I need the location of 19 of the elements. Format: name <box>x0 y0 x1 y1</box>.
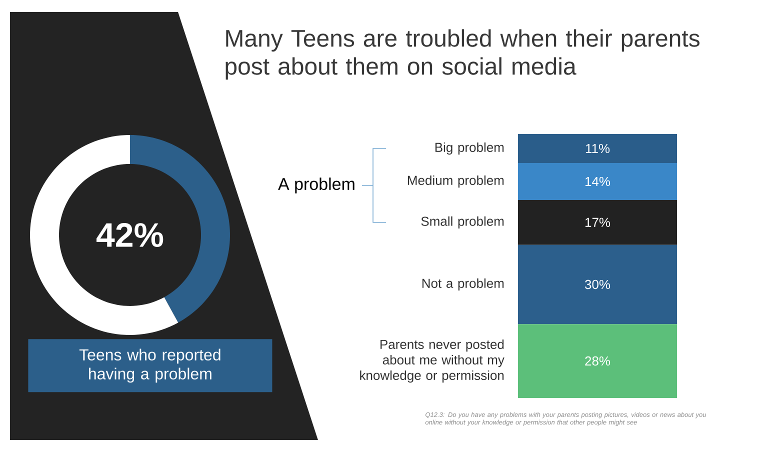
data-label: 28% <box>585 356 610 366</box>
series-label: Big problem <box>435 142 504 155</box>
data-label: 14% <box>585 176 610 186</box>
bar <box>518 134 677 164</box>
series-label: Small problem <box>421 216 504 228</box>
bar <box>518 324 677 398</box>
data-label: 11% <box>586 144 610 154</box>
data-label: 17% <box>585 218 610 227</box>
text: 42% <box>96 222 164 247</box>
text: Teens who reported having a problem <box>79 348 220 383</box>
series-label: Medium problem <box>408 175 504 188</box>
data-label: 30% <box>584 280 610 290</box>
chart-title: Many Teens are troubled when their parents post about them on social media <box>226 29 700 80</box>
bar <box>518 244 677 324</box>
series-label: Not a problem <box>422 278 504 291</box>
bar <box>518 163 677 200</box>
bar <box>518 200 677 245</box>
series-label: Parents never posted about me without my knowledge or permission <box>360 339 504 383</box>
text: A problem <box>278 178 354 194</box>
